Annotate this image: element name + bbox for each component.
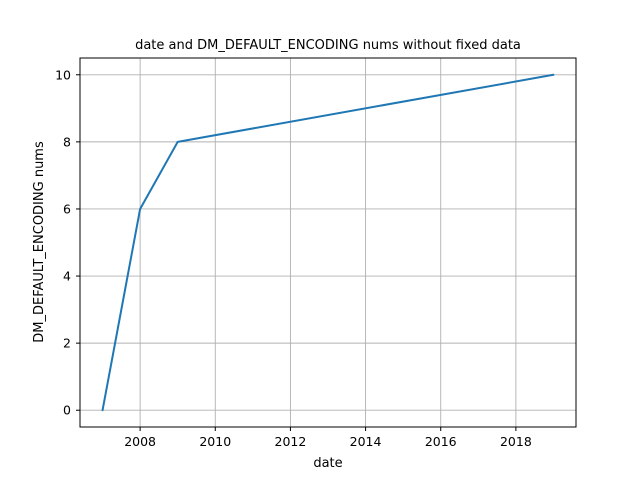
series-line bbox=[101, 73, 555, 412]
y-tick-label: 4 bbox=[63, 269, 71, 284]
y-axis-ticks: 0 2 4 6 8 10 bbox=[55, 67, 80, 418]
x-axis-label: date bbox=[313, 456, 342, 471]
chart-title: date and DM_DEFAULT_ENCODING nums withou… bbox=[135, 38, 521, 53]
grid bbox=[80, 58, 576, 427]
x-axis-ticks: 2008 2010 2012 2014 2016 2018 bbox=[124, 427, 532, 449]
y-tick-label: 2 bbox=[63, 336, 71, 351]
y-tick-label: 8 bbox=[63, 134, 71, 149]
x-tick-label: 2010 bbox=[199, 434, 231, 449]
y-axis-label: DM_DEFAULT_ENCODING nums bbox=[32, 141, 47, 343]
x-tick-label: 2012 bbox=[275, 434, 307, 449]
series-group bbox=[101, 73, 555, 412]
x-tick-label: 2008 bbox=[124, 434, 156, 449]
plot-frame bbox=[79, 57, 577, 428]
x-tick-label: 2016 bbox=[425, 434, 457, 449]
x-tick-label: 2018 bbox=[500, 434, 532, 449]
y-tick-label: 0 bbox=[63, 403, 71, 418]
x-tick-label: 2014 bbox=[350, 434, 382, 449]
y-tick-label: 6 bbox=[63, 201, 71, 216]
y-tick-label: 10 bbox=[55, 67, 71, 82]
